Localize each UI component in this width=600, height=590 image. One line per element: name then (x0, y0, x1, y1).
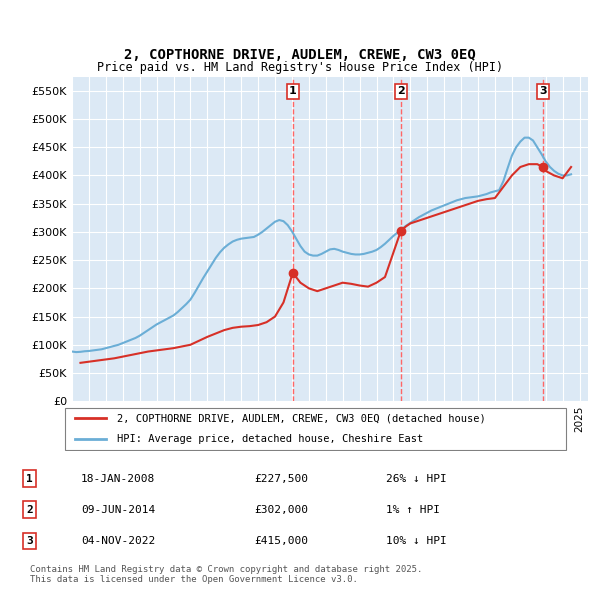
Text: 2: 2 (26, 505, 32, 515)
Text: Contains HM Land Registry data © Crown copyright and database right 2025.
This d: Contains HM Land Registry data © Crown c… (30, 565, 422, 584)
Text: £227,500: £227,500 (254, 474, 308, 484)
Text: Price paid vs. HM Land Registry's House Price Index (HPI): Price paid vs. HM Land Registry's House … (97, 61, 503, 74)
Text: 3: 3 (539, 86, 547, 96)
Text: 18-JAN-2008: 18-JAN-2008 (81, 474, 155, 484)
Text: 1: 1 (289, 86, 296, 96)
Text: HPI: Average price, detached house, Cheshire East: HPI: Average price, detached house, Ches… (117, 434, 423, 444)
Text: 1% ↑ HPI: 1% ↑ HPI (386, 505, 440, 515)
Text: 3: 3 (26, 536, 32, 546)
Text: 2, COPTHORNE DRIVE, AUDLEM, CREWE, CW3 0EQ: 2, COPTHORNE DRIVE, AUDLEM, CREWE, CW3 0… (124, 48, 476, 62)
Text: 04-NOV-2022: 04-NOV-2022 (81, 536, 155, 546)
Text: 2: 2 (397, 86, 405, 96)
Text: 2, COPTHORNE DRIVE, AUDLEM, CREWE, CW3 0EQ (detached house): 2, COPTHORNE DRIVE, AUDLEM, CREWE, CW3 0… (117, 413, 485, 423)
Text: 09-JUN-2014: 09-JUN-2014 (81, 505, 155, 515)
Text: 10% ↓ HPI: 10% ↓ HPI (386, 536, 447, 546)
FancyBboxPatch shape (65, 408, 566, 451)
Text: 26% ↓ HPI: 26% ↓ HPI (386, 474, 447, 484)
Text: £302,000: £302,000 (254, 505, 308, 515)
Text: 1: 1 (26, 474, 32, 484)
Text: £415,000: £415,000 (254, 536, 308, 546)
